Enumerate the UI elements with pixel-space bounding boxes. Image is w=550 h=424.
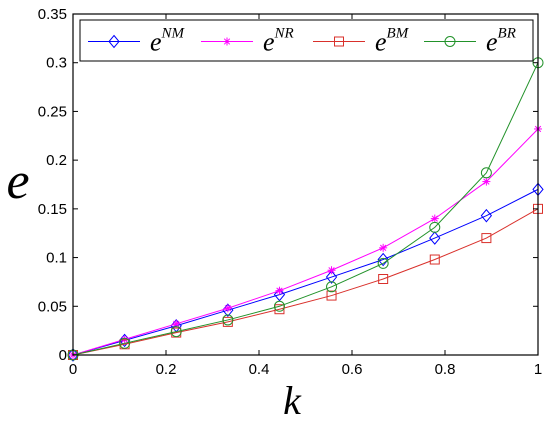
- marker-circle: [444, 36, 456, 47]
- legend-label: eBM: [375, 26, 410, 57]
- marker-star: [482, 177, 491, 186]
- marker-star-stroke: [380, 244, 387, 251]
- marker-diamond: [377, 252, 389, 267]
- series-line-bm: [72, 208, 539, 356]
- marker-star: [379, 243, 388, 252]
- marker-circle: [480, 167, 492, 179]
- x-tick-label: 1: [534, 361, 542, 378]
- marker-circle: [377, 257, 389, 269]
- legend-label: eNM: [150, 26, 186, 57]
- marker-circle: [222, 314, 234, 326]
- marker-star-stroke: [328, 267, 335, 274]
- marker-diamond: [480, 208, 493, 223]
- legend-label: eBR: [486, 26, 516, 57]
- marker-diamond: [429, 231, 441, 245]
- marker-star: [223, 304, 232, 313]
- marker-star-stroke: [483, 178, 490, 185]
- marker-star-stroke: [173, 320, 180, 327]
- marker-circle: [429, 221, 441, 233]
- plot-area: [67, 57, 544, 362]
- legend-entry-bm: eBM: [313, 26, 410, 57]
- y-tick-label: 0: [59, 347, 67, 364]
- marker-square: [481, 233, 492, 244]
- marker-square: [326, 290, 337, 301]
- y-tick-label: 0.15: [38, 201, 67, 218]
- x-tick-label: 0: [69, 361, 77, 378]
- marker-circle: [119, 337, 131, 349]
- x-tick-label: 0.4: [249, 361, 270, 378]
- y-tick-label: 0.35: [38, 6, 67, 23]
- marker-circle: [170, 326, 182, 338]
- marker-star-stroke: [223, 38, 231, 45]
- legend-entry-br: eBR: [424, 26, 516, 57]
- marker-diamond: [273, 287, 286, 302]
- x-tick-label: 0.6: [342, 361, 363, 378]
- x-tick-label: 0.8: [435, 361, 456, 378]
- marker-square: [429, 254, 440, 265]
- marker-diamond: [108, 34, 120, 49]
- series-nm: [67, 182, 544, 362]
- x-tick-label: 0.2: [156, 361, 177, 378]
- y-tick-label: 0.1: [46, 250, 67, 267]
- y-tick-label: 0.3: [46, 55, 67, 72]
- marker-diamond: [67, 348, 79, 362]
- legend-entry-nr: eNR: [201, 26, 294, 57]
- marker-star: [327, 266, 336, 275]
- y-tick-label: 0.05: [38, 298, 67, 315]
- axes: 0 0.2 0.4 0.6 0.8 1 0 0.05 0.1 0.15 0.2 0.25 0.3 0.35: [38, 6, 542, 378]
- marker-square: [334, 36, 344, 47]
- y-tick-label: 0.25: [38, 103, 67, 120]
- series-br: [67, 57, 544, 361]
- marker-square: [378, 274, 389, 285]
- marker-star-stroke: [224, 305, 231, 312]
- legend-box: [79, 19, 534, 62]
- marker-star-stroke: [276, 287, 283, 294]
- marker-star: [430, 214, 439, 223]
- marker-star: [223, 37, 231, 46]
- series-line-nm: [72, 188, 539, 356]
- marker-star-stroke: [431, 215, 438, 222]
- y-axis-label: e: [6, 153, 29, 210]
- x-axis-label: k: [283, 378, 302, 423]
- legend-label: eNR: [263, 26, 294, 57]
- marker-circle: [326, 281, 338, 293]
- marker-star: [172, 319, 181, 328]
- axes-frame: [72, 13, 539, 356]
- marker-diamond: [325, 270, 338, 284]
- series-nr: [69, 124, 542, 359]
- legend-entry-nm: eNM: [88, 26, 186, 57]
- series-line-br: [72, 62, 539, 356]
- marker-circle: [273, 300, 285, 312]
- series-line-nr: [72, 128, 539, 356]
- y-tick-label: 0.2: [46, 152, 67, 169]
- marker-star: [275, 286, 284, 295]
- legend: eNM eNR eBM eBR: [79, 19, 534, 62]
